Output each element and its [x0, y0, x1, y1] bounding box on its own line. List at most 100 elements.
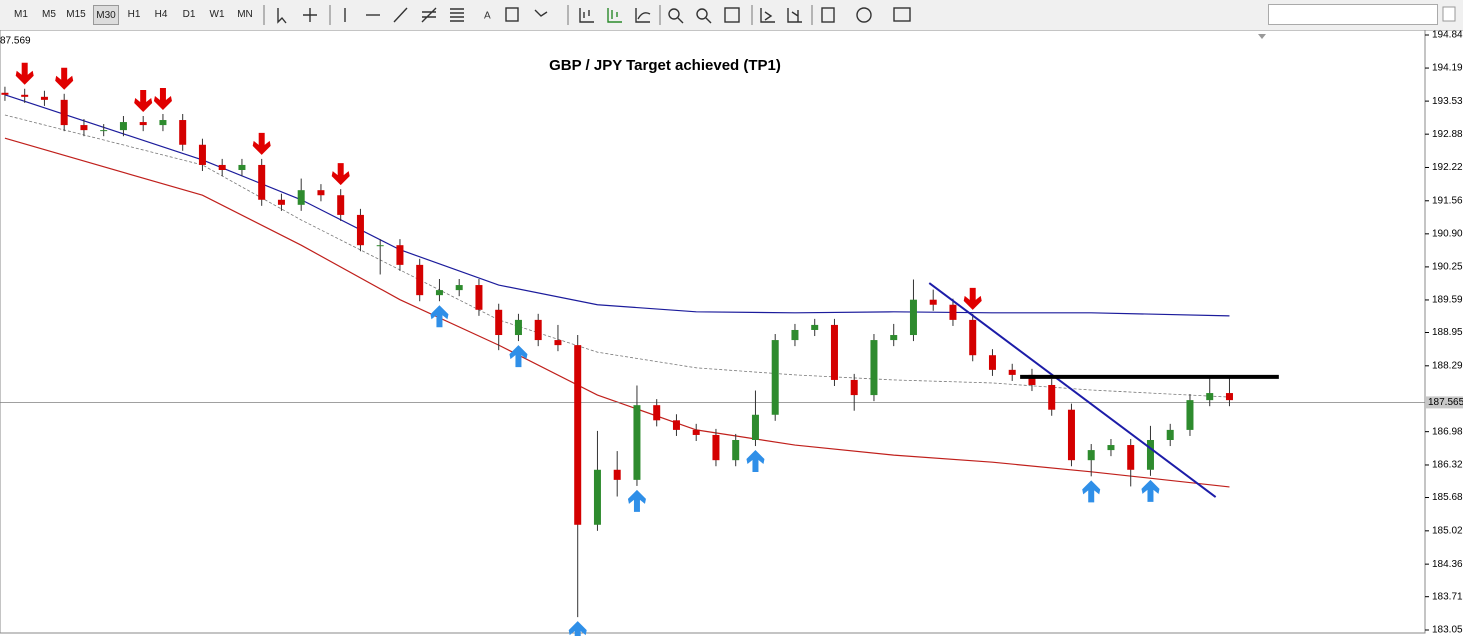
- y-tick-label: 184.360: [1432, 559, 1463, 570]
- timeframe-button[interactable]: D1: [182, 9, 196, 20]
- candle-body: [534, 319, 542, 341]
- buy-arrow: [568, 621, 587, 636]
- sell-arrow: [963, 287, 982, 310]
- candle-body: [1067, 409, 1075, 461]
- y-tick-label: 186.985: [1432, 426, 1463, 437]
- moving-average: [4, 114, 1230, 398]
- buy-arrow: [430, 305, 449, 328]
- candle-body: [1146, 439, 1154, 470]
- y-tick-label: 183.715: [1432, 591, 1463, 602]
- candle-body: [811, 324, 819, 330]
- y-tick-label: 192.880: [1432, 129, 1463, 140]
- candle-body: [100, 130, 108, 132]
- candle-body: [732, 439, 740, 461]
- candle-body: [21, 94, 29, 97]
- candle-body: [969, 319, 977, 356]
- candle-body: [909, 299, 917, 336]
- candle-body: [40, 96, 48, 100]
- candle-body: [692, 429, 700, 435]
- y-tick-label: 188.290: [1432, 360, 1463, 371]
- buy-arrow: [746, 450, 765, 473]
- y-tick-label: 194.845: [1432, 30, 1463, 41]
- candle-body: [613, 469, 621, 480]
- y-tick-label: 183.055: [1432, 625, 1463, 636]
- candle-body: [416, 264, 424, 296]
- candle-body: [297, 190, 305, 205]
- toolbar-icons: A: [263, 5, 911, 25]
- candle-body: [633, 405, 641, 480]
- timeframe-button[interactable]: M5: [42, 9, 56, 20]
- timeframe-button[interactable]: H4: [154, 9, 168, 20]
- moving-average: [4, 94, 1230, 317]
- search-icons: [1442, 6, 1456, 22]
- toolbar: A M1 M5 M15 M30 H1 H4 D1 W1 MN: [0, 0, 1463, 31]
- candle-body: [1127, 445, 1135, 470]
- buy-arrow: [1141, 479, 1160, 502]
- candle-body: [435, 290, 443, 296]
- timeframe-button[interactable]: M15: [66, 9, 86, 20]
- candle-body: [1048, 384, 1056, 410]
- y-tick-label: 190.250: [1432, 262, 1463, 273]
- timeframe-button[interactable]: M1: [14, 9, 28, 20]
- candle-body: [376, 245, 384, 247]
- candle-body: [80, 125, 88, 131]
- candle-body: [751, 414, 759, 440]
- candle-body: [60, 99, 68, 126]
- candle-body: [771, 340, 779, 415]
- candle-body: [139, 122, 147, 126]
- candle-body: [179, 120, 187, 145]
- y-tick-label: 192.220: [1432, 162, 1463, 173]
- y-tick-label: 194.190: [1432, 63, 1463, 74]
- candle-body: [258, 164, 266, 200]
- candle-body: [495, 309, 503, 336]
- candle-body: [672, 420, 680, 430]
- candle-body: [870, 340, 878, 396]
- timeframe-button[interactable]: M30: [93, 5, 119, 25]
- candle-body: [1225, 393, 1233, 401]
- candle-body: [514, 319, 522, 336]
- shift-marker: [1258, 34, 1266, 39]
- candle-body: [1028, 374, 1036, 385]
- y-tick-label: 185.680: [1432, 492, 1463, 503]
- candle-body: [1, 92, 9, 95]
- timeframe-button[interactable]: MN: [237, 9, 253, 20]
- candle-body: [929, 299, 937, 305]
- sell-arrow: [331, 163, 350, 186]
- candle-body: [396, 245, 404, 265]
- search-box[interactable]: [1268, 4, 1438, 25]
- buy-arrow: [1082, 480, 1101, 503]
- candle-body: [574, 345, 582, 525]
- current-price-box: [1426, 396, 1463, 409]
- timeframe-button[interactable]: H1: [127, 9, 141, 20]
- chart-title: GBP / JPY Target achieved (TP1): [549, 57, 781, 74]
- timeframe-button[interactable]: W1: [209, 9, 225, 20]
- y-tick-label: 190.905: [1432, 228, 1463, 239]
- candle-body: [119, 122, 127, 131]
- candle-body: [218, 164, 226, 170]
- candle-body: [1186, 400, 1194, 430]
- moving-average: [4, 137, 1230, 488]
- candle-body: [455, 285, 463, 291]
- buy-arrow: [509, 345, 528, 368]
- candle-body: [988, 355, 996, 370]
- y-tick-label: 185.020: [1432, 525, 1463, 536]
- candle-body: [1087, 450, 1095, 461]
- candle-body: [337, 195, 345, 215]
- plot-area: [0, 30, 1426, 634]
- chart: 87.569 GBP / JPY Target achieved (TP1) 1…: [0, 30, 1463, 636]
- candle-body: [890, 335, 898, 341]
- candle-body: [317, 190, 325, 196]
- candle-body: [554, 340, 562, 346]
- candle-body: [593, 469, 601, 525]
- sell-arrow: [55, 67, 74, 90]
- sell-arrow: [15, 62, 34, 85]
- current-price-label: 187.565: [1428, 397, 1463, 408]
- candle-body: [850, 379, 858, 396]
- candle-body: [1166, 429, 1174, 440]
- svg-text:A: A: [484, 11, 491, 22]
- y-tick-label: 188.950: [1432, 327, 1463, 338]
- candle-body: [653, 405, 661, 421]
- candle-body: [1008, 369, 1016, 375]
- candle-body: [949, 304, 957, 320]
